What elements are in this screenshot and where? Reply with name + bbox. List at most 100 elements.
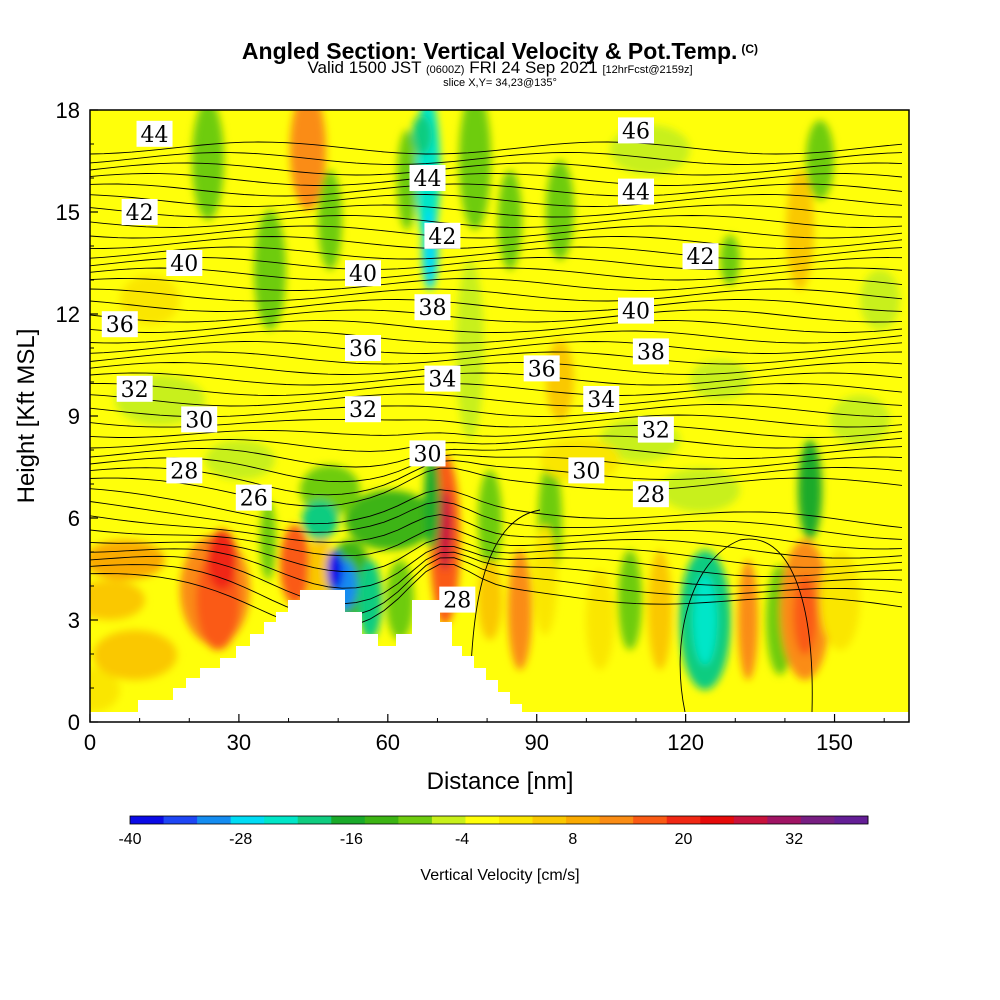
contour-label-text: 44 — [622, 181, 650, 206]
isentrope-line — [90, 309, 903, 323]
isentrope-line — [90, 514, 903, 550]
velocity-shading — [438, 490, 452, 570]
contour-label-box — [583, 386, 620, 412]
contour-label-text: 42 — [687, 245, 715, 270]
contour-label: 32 — [637, 416, 674, 444]
contour-label-box — [632, 481, 669, 508]
contour-label: 30 — [568, 457, 605, 484]
colorbar-swatch — [767, 816, 802, 824]
velocity-shading — [660, 468, 740, 512]
contour-label: 44 — [136, 120, 173, 148]
isentrope-line — [90, 330, 903, 344]
contour-label-box — [618, 297, 654, 324]
velocity-shading — [690, 360, 750, 400]
isentrope-line — [90, 183, 903, 197]
isentrope-line — [90, 278, 903, 291]
contour-label-text: 28 — [443, 589, 471, 614]
isentrope-line — [90, 467, 903, 507]
contour-label: 36 — [345, 335, 381, 362]
velocity-shading — [358, 560, 382, 640]
velocity-shading — [478, 560, 502, 640]
contour-label: 40 — [345, 260, 381, 287]
isentrope-line — [90, 372, 903, 386]
isentrope-line — [90, 551, 903, 605]
velocity-shading — [254, 210, 286, 330]
velocity-shading — [648, 550, 672, 670]
colorbar-frame — [129, 815, 869, 825]
y-tick-label: 0 — [68, 710, 80, 735]
velocity-shading — [205, 440, 275, 480]
contour-label-box — [136, 120, 173, 147]
contour-label-text: 30 — [414, 442, 442, 467]
colorbar-swatch — [197, 816, 232, 824]
isentrope-line — [90, 557, 903, 618]
isentrope-line — [90, 488, 903, 529]
contour-label-box — [523, 355, 560, 382]
velocity-shading — [478, 470, 502, 570]
contour-label-text: 30 — [185, 408, 213, 433]
isentrope-line — [90, 267, 903, 281]
velocity-shading — [93, 630, 177, 680]
velocity-shading — [820, 550, 860, 650]
isentrope-line — [90, 299, 903, 312]
isentrope-line — [90, 215, 903, 228]
isentrope-line — [90, 320, 903, 333]
contour-label-text: 44 — [414, 167, 442, 192]
velocity-shading — [386, 560, 414, 640]
isentrope-line — [90, 162, 903, 176]
velocity-shading — [720, 235, 740, 285]
colorbar-swatch — [364, 816, 399, 824]
slice-label: slice X,Y= 34,23@135° — [443, 77, 557, 89]
x-tick-label: 60 — [376, 730, 400, 755]
isentrope-line — [90, 351, 903, 365]
colorbar-swatch — [499, 816, 534, 824]
contour-label-text: 38 — [418, 296, 446, 321]
y-tick-label: 18 — [56, 98, 80, 123]
contour-label-box — [409, 440, 446, 467]
colorbar-swatch — [599, 816, 634, 824]
isentrope-line — [90, 537, 903, 572]
x-axis-label: Distance [nm] — [427, 768, 574, 795]
contour-label-text: 40 — [622, 300, 650, 325]
velocity-shading — [207, 530, 237, 590]
contour-label-box — [345, 396, 381, 423]
colorbar-swatch — [566, 816, 601, 824]
contour-label: 28 — [439, 586, 476, 614]
velocity-shading — [260, 500, 276, 580]
contour-label-text: 26 — [240, 487, 268, 512]
velocity-shading — [860, 270, 900, 330]
colorbar-tick-label: 8 — [568, 831, 577, 848]
isentrope-line — [90, 257, 903, 270]
velocity-shading — [327, 550, 343, 590]
colorbar-tick-label: 32 — [785, 831, 803, 848]
isentrope-line — [90, 246, 903, 260]
contour-label-box — [166, 457, 203, 484]
contour-label-text: 42 — [428, 225, 456, 250]
contour-label-box — [618, 117, 654, 144]
contour-label-box — [345, 260, 381, 287]
isentrope-line — [90, 383, 903, 396]
contour-label-box — [682, 243, 719, 270]
terrain — [90, 590, 909, 722]
velocity-shading — [533, 525, 557, 635]
isentrope-line — [90, 194, 903, 207]
contour-label: 38 — [414, 294, 451, 321]
contour-label: 40 — [166, 250, 203, 277]
velocity-shading — [738, 560, 758, 680]
contour-label-box — [568, 457, 605, 484]
velocity-shading — [786, 170, 814, 290]
colorbar-swatch — [264, 816, 299, 824]
velocity-shading — [192, 110, 224, 220]
contour-label: 30 — [409, 440, 446, 467]
contour-label-box — [121, 199, 158, 225]
colorbar-tick-label: -28 — [229, 831, 252, 848]
colorbar-swatch — [230, 816, 265, 824]
velocity-shading — [618, 550, 642, 650]
isentrope-line — [679, 538, 813, 713]
isentrope-line — [90, 341, 903, 354]
colorbar-swatch — [398, 816, 433, 824]
contour-label: 38 — [632, 338, 669, 365]
contour-label: 42 — [121, 199, 158, 226]
contour-label-text: 36 — [349, 337, 377, 362]
